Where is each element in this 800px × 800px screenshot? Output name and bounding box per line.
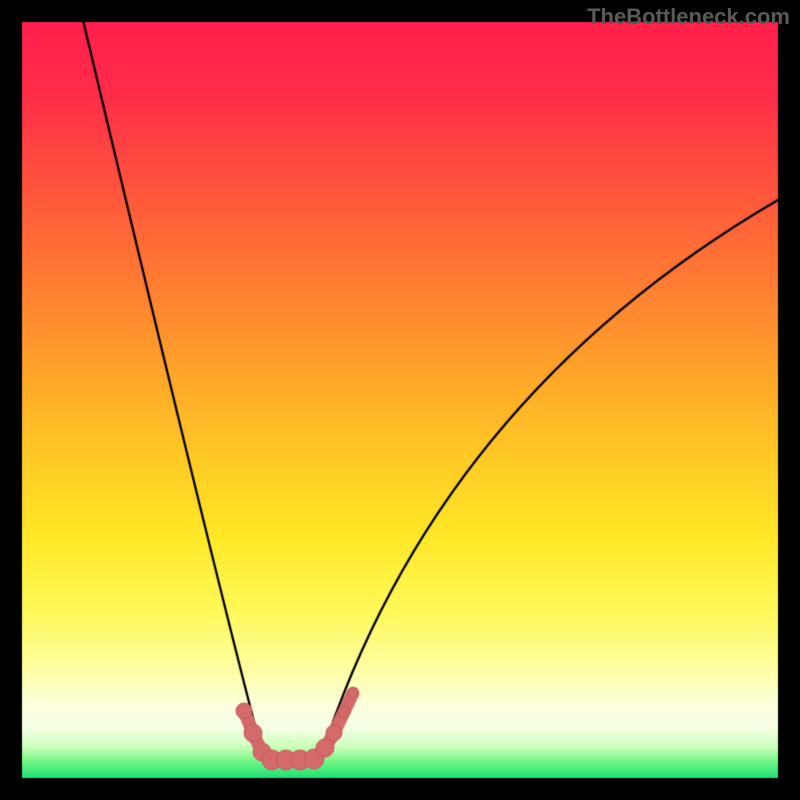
chart-root: TheBottleneck.com: [0, 0, 800, 800]
bottleneck-curve-chart: [0, 0, 800, 800]
